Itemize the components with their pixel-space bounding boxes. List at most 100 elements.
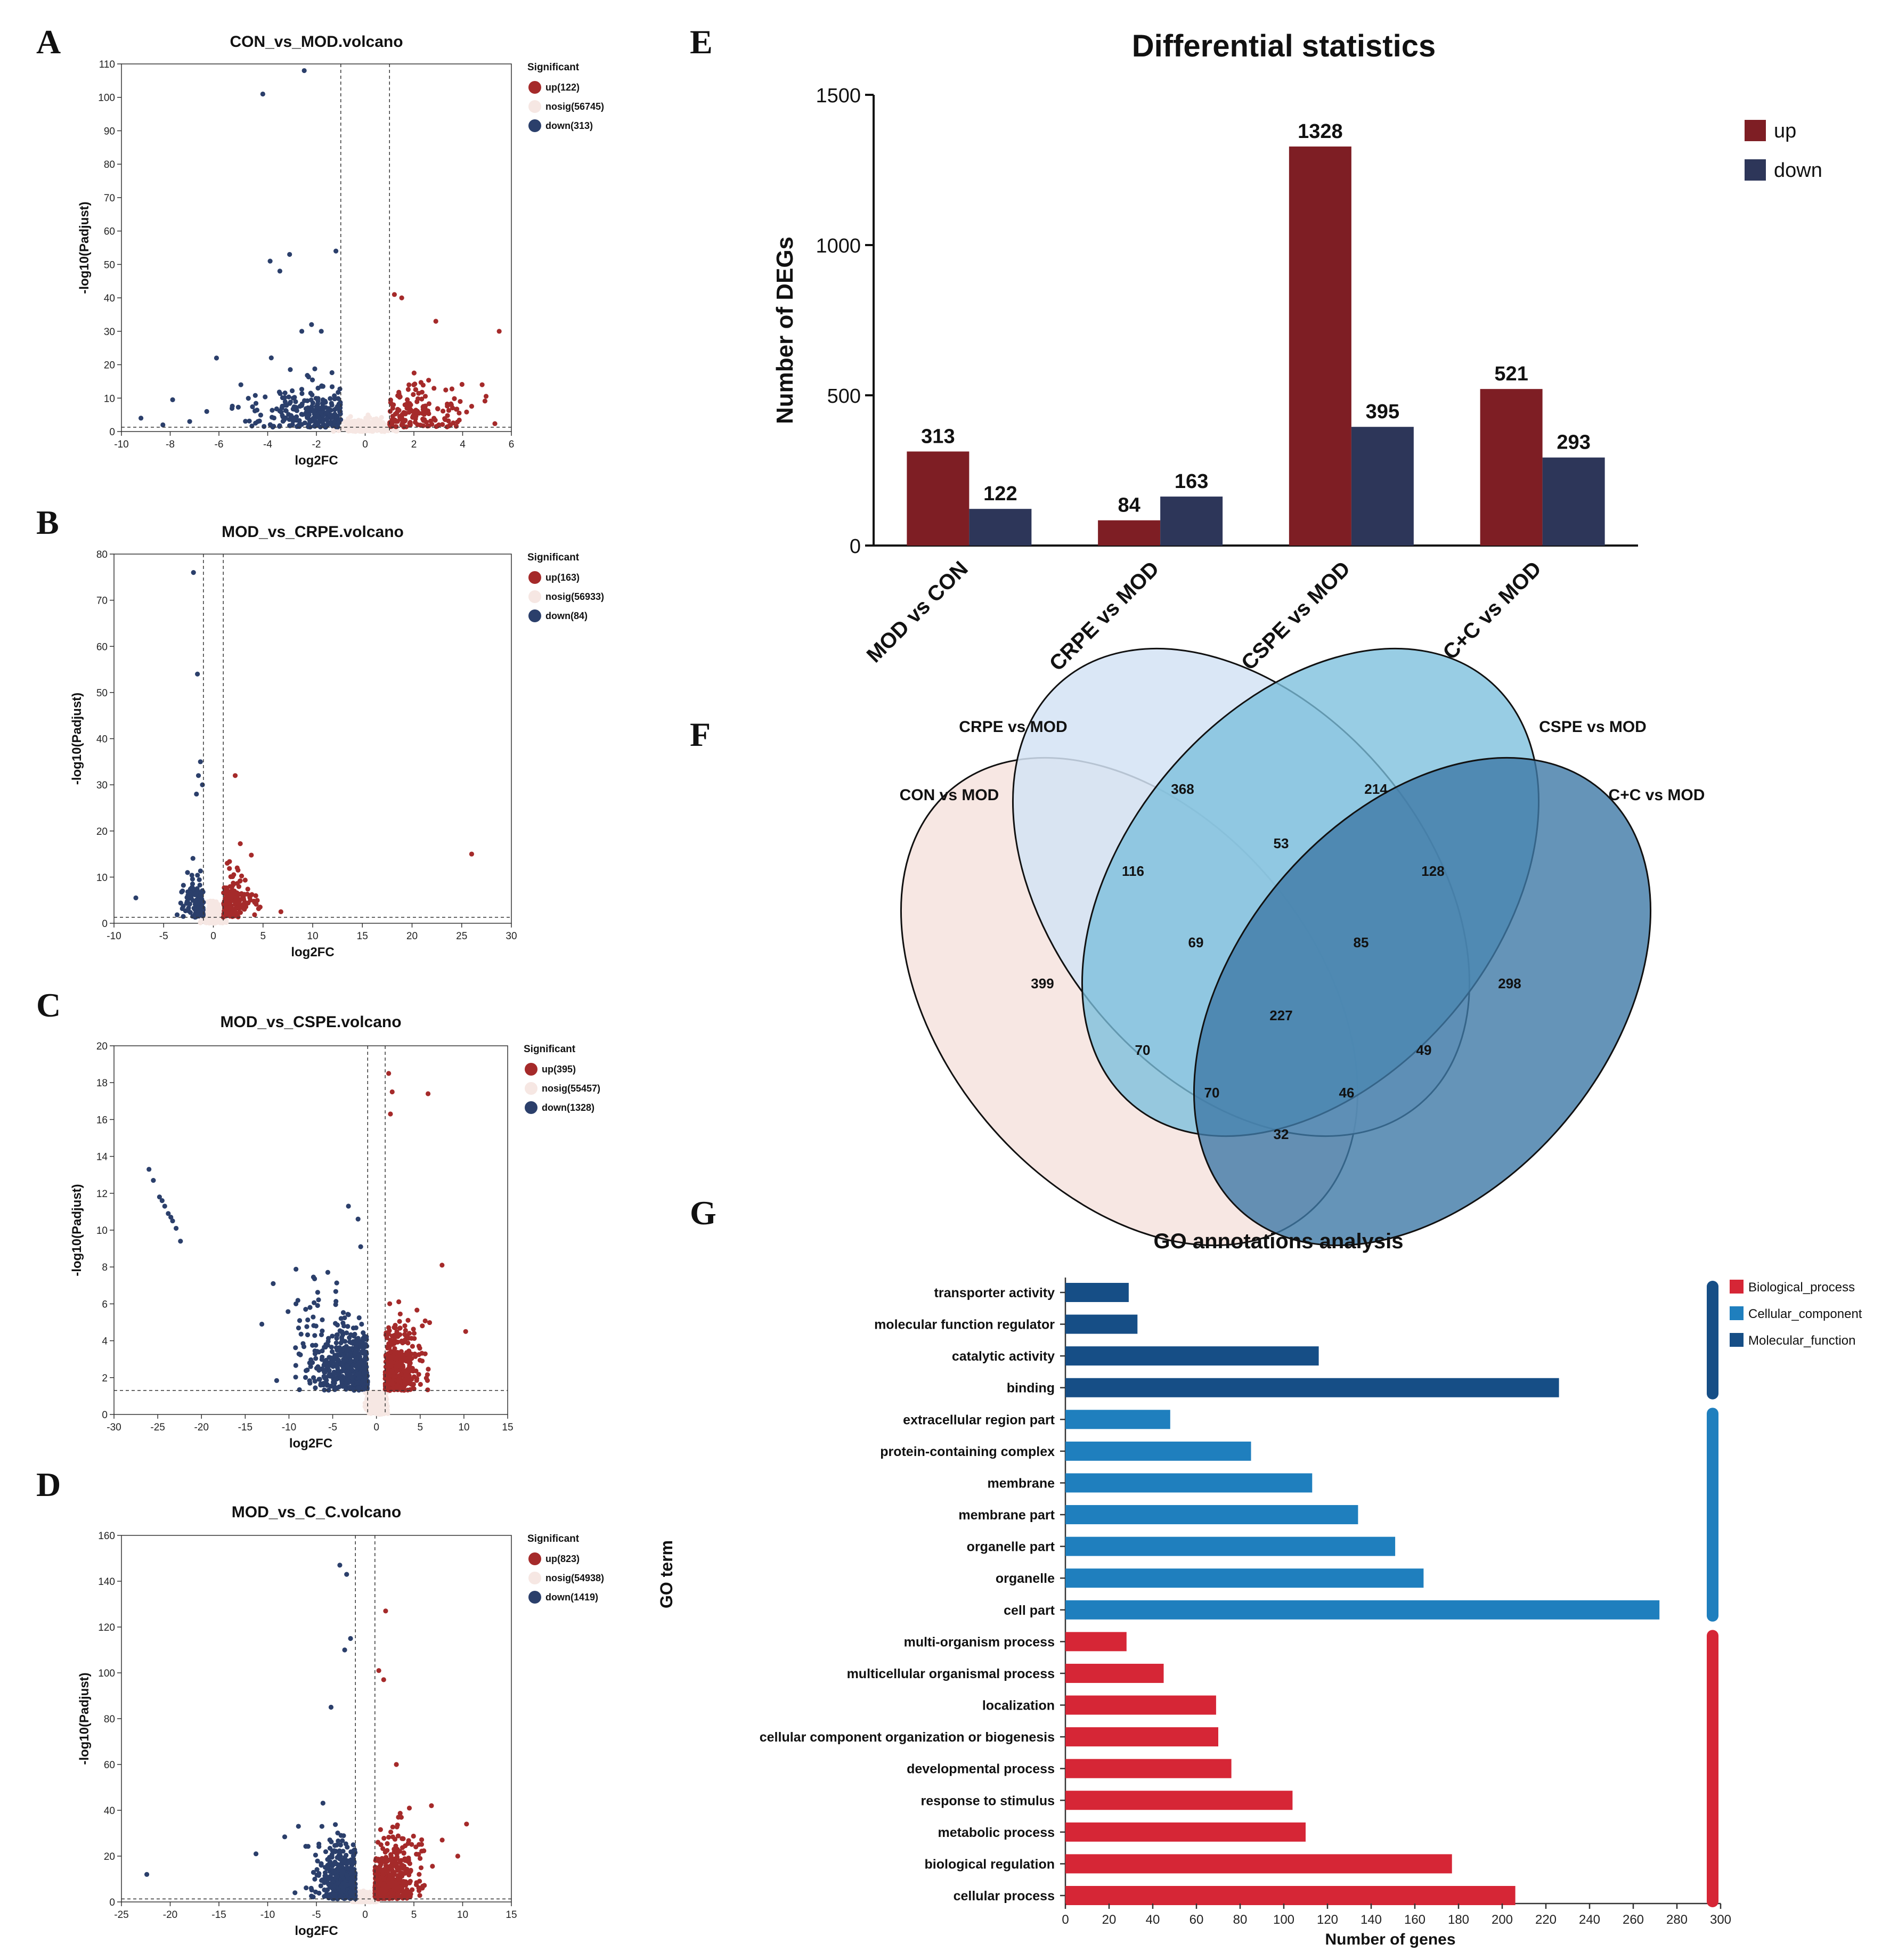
data-point-down: [178, 1239, 183, 1244]
legend-swatch-up: [528, 571, 541, 584]
data-point-down: [274, 1378, 279, 1383]
y-tick-label: 0: [850, 535, 861, 558]
data-point-up: [416, 1885, 421, 1891]
data-point-up: [440, 408, 446, 414]
data-point-down: [352, 1351, 357, 1357]
data-point-down: [195, 873, 200, 878]
data-point-up: [394, 1762, 399, 1767]
data-point-down: [339, 1329, 344, 1335]
y-tick-label: 500: [827, 385, 861, 408]
data-point-up: [397, 1325, 402, 1331]
data-point-nosig: [224, 920, 229, 925]
venn-set-label: CSPE vs MOD: [1539, 718, 1647, 736]
data-point-up: [422, 417, 427, 422]
data-point-down: [322, 1370, 328, 1375]
data-point-up: [413, 1354, 418, 1359]
data-point-down: [289, 388, 295, 394]
data-point-down: [195, 671, 200, 677]
data-point-down: [293, 399, 298, 404]
data-point-up: [396, 1885, 401, 1890]
data-point-down: [340, 1838, 345, 1843]
data-point-nosig: [371, 1405, 376, 1411]
data-point-up: [389, 1369, 395, 1374]
y-tick-label: 50: [96, 688, 108, 699]
data-point-down: [338, 1340, 344, 1346]
go-term-label: cellular component organization or bioge…: [760, 1730, 1055, 1745]
legend-swatch-down: [1745, 159, 1766, 181]
data-point-down: [320, 1317, 325, 1322]
data-point-down: [191, 906, 197, 911]
data-point-up: [393, 411, 398, 417]
data-point-down: [299, 329, 305, 334]
volcano-title: MOD_vs_C_C.volcano: [232, 1503, 401, 1521]
data-point-down: [296, 1824, 301, 1829]
x-tick-label: 0: [362, 1909, 368, 1921]
data-point-down: [333, 248, 339, 254]
go-bar-cc: [1065, 1536, 1396, 1556]
data-point-up: [464, 409, 469, 414]
data-point-down: [184, 899, 190, 904]
data-point-down: [356, 1315, 362, 1321]
data-point-down: [329, 1839, 334, 1844]
x-tick-label: 2: [411, 439, 417, 450]
data-point-down: [354, 1380, 360, 1386]
data-point-down: [303, 1375, 308, 1380]
data-point-down: [139, 416, 144, 421]
data-point-up: [232, 773, 238, 778]
data-point-up: [397, 1866, 403, 1871]
x-tick-label: 30: [506, 931, 517, 942]
legend-title: Significant: [527, 552, 580, 563]
volcano-plot-c: MOD_vs_CSPE.volcano -30 -25 -20 -15 -10 -5 0 5 10…: [70, 1013, 600, 1451]
data-point-up: [383, 1353, 388, 1359]
legend-label-up: up(395): [542, 1064, 576, 1075]
legend-swatch-down: [528, 609, 541, 622]
data-point-down: [352, 1331, 357, 1337]
data-point-down: [319, 410, 324, 416]
data-point-up: [429, 1803, 434, 1808]
data-point-down: [336, 1838, 341, 1844]
data-point-down: [332, 1353, 338, 1359]
data-point-down: [353, 1325, 359, 1330]
venn-region-count: 32: [1274, 1126, 1289, 1142]
x-tick-label: 4: [460, 439, 466, 450]
x-tick-label: -10: [107, 931, 121, 942]
data-point-down: [296, 1325, 302, 1331]
legend-label-down: down(84): [545, 611, 588, 621]
data-point-up: [403, 418, 408, 423]
data-point-down: [253, 420, 258, 426]
data-point-up: [385, 1345, 390, 1351]
data-point-down: [335, 1368, 340, 1373]
data-point-nosig: [376, 1408, 381, 1413]
data-point-up: [482, 398, 487, 404]
x-tick-label: 5: [417, 1422, 423, 1433]
legend-swatch-nosig: [528, 1572, 541, 1584]
data-point-down: [326, 406, 331, 411]
bar-up: [907, 451, 970, 546]
data-point-up: [405, 1352, 410, 1357]
data-point-down: [344, 1330, 349, 1336]
data-point-up: [395, 1339, 401, 1345]
data-point-up: [428, 418, 434, 424]
data-point-up: [413, 416, 418, 421]
legend-swatch-down: [528, 1591, 541, 1604]
x-tick-label: 10: [307, 931, 318, 942]
data-point-down: [328, 1883, 333, 1889]
data-point-down: [284, 403, 289, 408]
data-point-up: [420, 1323, 425, 1329]
data-point-up: [234, 865, 240, 871]
legend-swatch-cc: [1730, 1306, 1744, 1320]
legend-swatch-up: [525, 1063, 537, 1076]
data-point-down: [309, 377, 315, 383]
data-point-up: [396, 1377, 402, 1382]
data-point-down: [361, 1336, 366, 1341]
data-point-up: [388, 397, 393, 403]
panel-letter-b: B: [36, 503, 59, 541]
go-term-label: membrane part: [958, 1508, 1055, 1523]
x-tick-label: 160: [1404, 1913, 1425, 1927]
data-point-down: [323, 1849, 329, 1855]
data-point-down: [173, 1225, 179, 1231]
data-point-up: [406, 1872, 412, 1877]
data-point-down: [312, 1300, 317, 1305]
data-point-up: [411, 1331, 417, 1336]
volcano-title: MOD_vs_CRPE.volcano: [222, 523, 404, 541]
